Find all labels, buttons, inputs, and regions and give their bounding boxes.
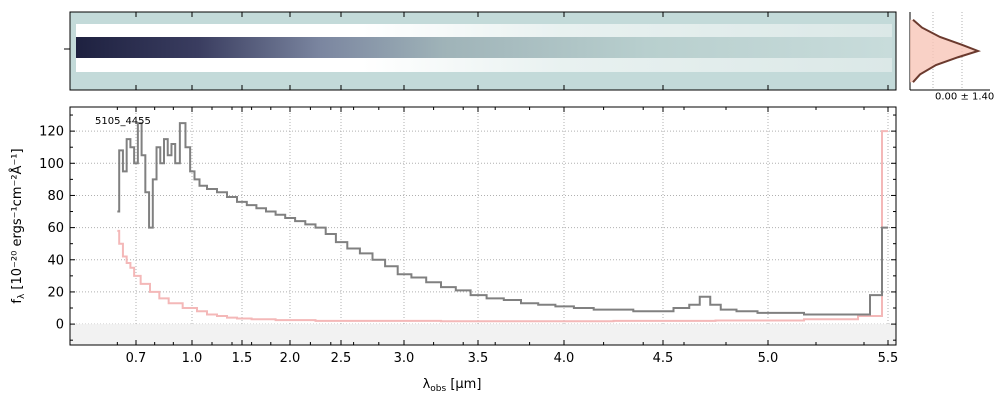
- spectrum-2d-frame: [69, 11, 897, 91]
- x-tick-label: 3.5: [468, 351, 489, 366]
- y-axis-label-sub: λ: [17, 293, 27, 299]
- side-profile-fill: [910, 19, 978, 83]
- spectrum-2d-ticks: [64, 12, 889, 90]
- y-tick-label: 20: [47, 285, 64, 300]
- x-tick-label: 3.0: [394, 351, 415, 366]
- y-tick-label: 60: [47, 221, 64, 236]
- side-profile-panel: 0.00 ± 1.40: [909, 12, 994, 102]
- x-axis-label: λobs [μm]: [423, 377, 482, 394]
- x-tick-label: 0.7: [126, 351, 147, 366]
- side-profile-label: 0.00 ± 1.40: [935, 91, 994, 102]
- y-axis-label-unit: [10⁻²⁰ ergs⁻¹cm⁻²Å⁻¹]: [9, 148, 25, 293]
- spectrum-2d-panel: [64, 11, 897, 91]
- plot-area: [70, 107, 896, 345]
- y-tick-labels: 0 20 40 60 80 100 120: [39, 125, 64, 333]
- negative-band: [70, 324, 896, 345]
- spectrum-2d-lower-band: [76, 58, 892, 72]
- x-axis-label-main: λ: [423, 377, 431, 392]
- side-profile-line: [912, 19, 982, 83]
- x-tick-label: 4.5: [653, 351, 674, 366]
- x-tick-label: 5.0: [758, 351, 779, 366]
- grid-lines: [70, 107, 896, 345]
- x-axis-label-sub: obs: [430, 384, 446, 394]
- object-label: 5105_4455: [95, 116, 151, 127]
- y-tick-label: 120: [39, 125, 64, 140]
- spectrum-1d-panel: 0.7 1.0 1.5 2.0 2.5 3.0 3.5 4.0 4.5 5.0 5.5 0 20 40 6…: [39, 106, 899, 366]
- y-axis-label-main: f: [10, 299, 25, 304]
- x-tick-label: 2.0: [280, 351, 301, 366]
- y-tick-label: 0: [56, 318, 64, 333]
- x-tick-labels: 0.7 1.0 1.5 2.0 2.5 3.0 3.5 4.0 4.5 5.0 5.5: [126, 351, 899, 366]
- flux-series-line: [117, 122, 888, 316]
- x-tick-label: 5.5: [878, 351, 899, 366]
- x-tick-label: 2.5: [331, 351, 352, 366]
- spectrum-2d-upper-band: [76, 24, 892, 40]
- y-tick-label: 100: [39, 157, 64, 172]
- x-tick-label: 4.0: [554, 351, 575, 366]
- error-series-line: [117, 130, 888, 323]
- x-tick-label: 1.0: [182, 351, 203, 366]
- x-axis-label-unit: [μm]: [446, 377, 481, 392]
- data-layer: [70, 122, 896, 345]
- y-tick-label: 80: [47, 189, 64, 204]
- y-tick-label: 40: [47, 253, 64, 268]
- plot-frame: [69, 106, 897, 346]
- axis-ticks: [70, 107, 896, 345]
- y-axis-label: fλ [10⁻²⁰ ergs⁻¹cm⁻²Å⁻¹]: [9, 148, 27, 303]
- spectrum-2d-trace: [76, 37, 892, 59]
- x-tick-label: 1.5: [232, 351, 253, 366]
